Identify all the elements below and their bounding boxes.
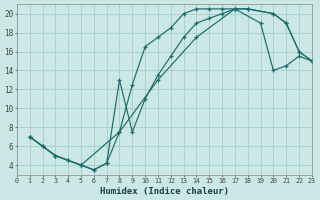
X-axis label: Humidex (Indice chaleur): Humidex (Indice chaleur): [100, 187, 229, 196]
